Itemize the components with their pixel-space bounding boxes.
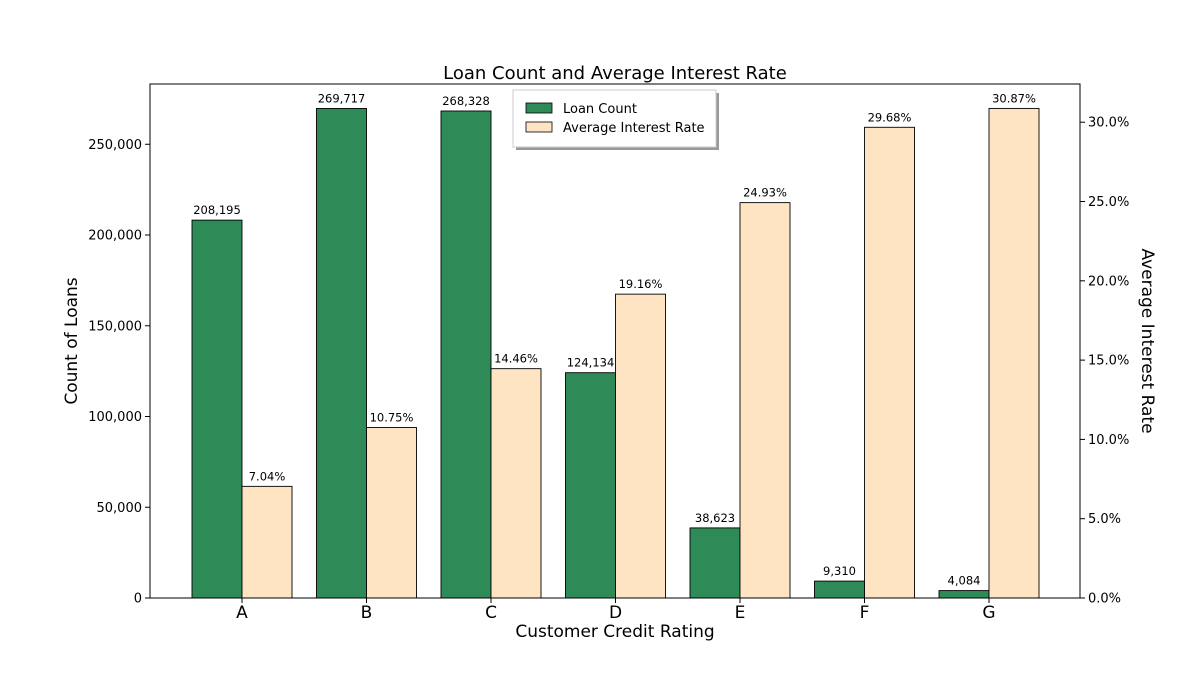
legend-label-loan-count: Loan Count (563, 102, 637, 117)
y-tick-label: 0 (134, 592, 142, 607)
data-label-avg-rate-a: 7.04% (249, 469, 286, 483)
bar-avg-rate-g (988, 107, 1040, 599)
y2-axis-title: Average Interest Rate (1137, 248, 1157, 433)
bar-avg-rate-d (615, 293, 666, 599)
data-label-avg-rate-d: 19.16% (619, 277, 663, 291)
legend-swatch-loan-count (525, 102, 553, 114)
x-tick-label-g: G (982, 603, 995, 623)
plot-frame (149, 83, 1081, 599)
x-tick-label-f: F (860, 603, 870, 623)
x-tick-label-d: D (609, 603, 622, 623)
y-tick-label: 250,000 (88, 138, 142, 153)
bar-avg-rate-a (241, 485, 293, 599)
bar-avg-rate-f (864, 126, 915, 599)
y2-tick-label: 10.0% (1088, 433, 1129, 448)
bar-loan-count-d (565, 372, 616, 599)
y-tick-label: 200,000 (88, 229, 142, 244)
data-label-loan-count-b: 269,717 (318, 91, 366, 105)
legend-box (512, 89, 717, 148)
bar-loan-count-a (191, 219, 243, 599)
data-label-loan-count-g: 4,084 (948, 574, 981, 588)
data-label-avg-rate-f: 29.68% (868, 110, 912, 124)
y2-tick-label: 15.0% (1088, 354, 1129, 369)
bars-layer: 208,195 7.04% 269,717 10.75% 268,328 14.46% 12… (191, 91, 1040, 599)
y2-tick-label: 20.0% (1088, 274, 1129, 289)
bar-loan-count-g (938, 590, 990, 599)
legend: Loan Count Average Interest Rate (512, 89, 719, 150)
y-axis-title: Count of Loans (62, 277, 82, 404)
data-label-avg-rate-g: 30.87% (992, 91, 1036, 105)
legend-label-avg-rate: Average Interest Rate (563, 121, 705, 136)
bar-loan-count-b (316, 108, 367, 599)
y-tick-label: 50,000 (97, 501, 143, 516)
bar-avg-rate-e (739, 202, 791, 599)
data-label-loan-count-d: 124,134 (567, 356, 615, 370)
y-tick-label: 100,000 (88, 410, 142, 425)
bar-avg-rate-b (366, 427, 417, 599)
x-tick-label-c: C (485, 603, 497, 623)
data-label-loan-count-f: 9,310 (823, 564, 856, 578)
y2-tick-label: 25.0% (1088, 195, 1129, 210)
x-tick-label-a: A (236, 603, 248, 623)
data-label-avg-rate-b: 10.75% (370, 411, 414, 425)
x-axis-title: Customer Credit Rating (515, 622, 714, 642)
data-label-avg-rate-e: 24.93% (743, 186, 787, 200)
bar-avg-rate-c (490, 368, 542, 599)
bar-loan-count-f (814, 580, 865, 599)
y-tick-label: 150,000 (88, 319, 142, 334)
y2-tick-label: 30.0% (1088, 116, 1129, 131)
axes-layer: A B C D E F G 0 50,000 100,000 150,000 200,000 250,0… (88, 83, 1129, 623)
x-tick-label-e: E (735, 603, 746, 623)
y2-tick-label: 5.0% (1088, 512, 1121, 527)
y2-tick-label: 0.0% (1088, 592, 1121, 607)
data-label-loan-count-c: 268,328 (442, 94, 490, 108)
data-label-avg-rate-c: 14.46% (494, 352, 538, 366)
data-label-loan-count-a: 208,195 (193, 203, 241, 217)
legend-swatch-avg-rate (525, 121, 553, 133)
chart-title: Loan Count and Average Interest Rate (443, 63, 787, 84)
x-tick-label-b: B (361, 603, 373, 623)
bar-loan-count-c (440, 110, 492, 599)
bar-loan-count-e (689, 527, 741, 599)
data-label-loan-count-e: 38,623 (695, 511, 735, 525)
